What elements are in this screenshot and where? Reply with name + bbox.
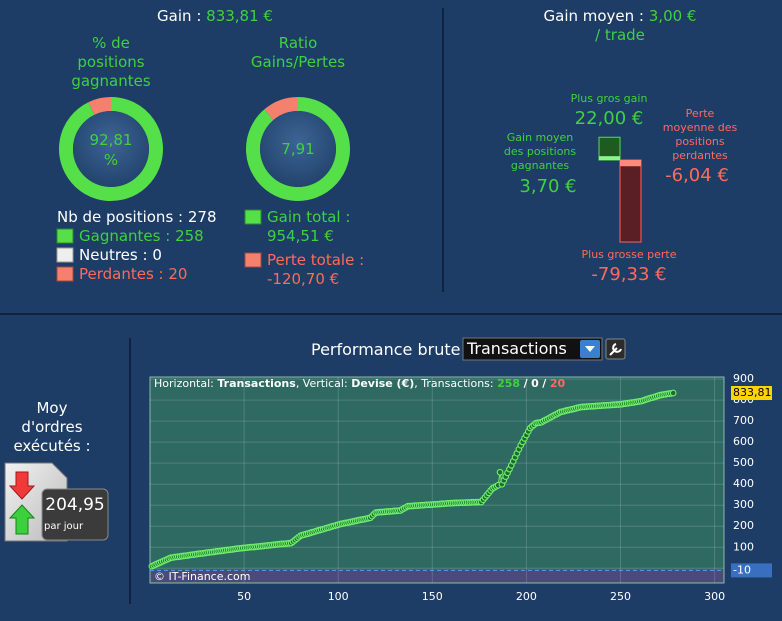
ring-segment [246,97,350,201]
avg-loss-value: -6,04 € [665,165,729,186]
value: 0 [152,246,162,264]
y-tick-label: 100 [733,540,754,553]
label: Nb de positions : [57,208,184,226]
info-sep: / [542,377,547,390]
legend-swatch [56,228,74,244]
avg-loss-label: Perte moyenne des positions perdantes [662,107,738,162]
ring-segment [264,97,299,121]
y-tick-label: 500 [733,456,754,469]
x-tick-label: 150 [422,590,443,603]
ring-center [260,111,336,187]
avg-win-value: 3,70 € [519,176,577,197]
positions: Nb de positions : 278 [57,208,217,227]
marker-label: -10 [733,563,751,576]
orders-box [41,488,109,541]
max-loss-value: -79,33 € [591,264,667,285]
info-neutral: 0 [531,377,539,390]
legend-swatch [56,266,74,282]
y-tick-label: 400 [733,477,754,490]
average-bar [599,156,620,160]
select[interactable] [462,337,603,361]
gain-header: Gain : 833,81 € [157,7,273,26]
down-arrow [8,471,36,500]
legend-swatch [244,209,262,225]
ring-value: 7,91 [281,140,315,158]
orders-label: Moy d'ordres exécutés : [13,399,91,455]
avg-win-label: Gain moyen des positions gagnantes [503,131,577,172]
watermark: © IT-Finance.com [154,570,251,583]
label: Neutres : [79,246,148,264]
point [496,468,504,476]
average-header: Gain moyen : 3,00 € / trade [539,7,701,45]
x-tick-label: 50 [237,590,251,603]
y-tick-label: 700 [733,414,754,427]
average-bar [619,159,642,243]
marker-box [731,386,772,401]
winners: Gagnantes : 258 [79,227,204,246]
x-tick-label: 250 [610,590,631,603]
orders-value: 204,95 [45,495,105,515]
info-text: , Transactions: [414,377,494,390]
neutral: Neutres : 0 [79,246,162,265]
average-bar [620,160,641,167]
value: 20 [168,265,188,283]
label: Gagnantes : [79,227,171,245]
max-gain-value: 22,00 € [574,108,644,129]
point [669,389,677,397]
chart-title: Performance brute [311,340,461,359]
value: 278 [187,208,217,226]
legend-swatch [244,252,262,268]
max-loss-label: Plus grosse perte [581,248,677,261]
x-tick-label: 100 [328,590,349,603]
x-tick-label: 300 [704,590,725,603]
ring-title: % de positions gagnantes [71,34,151,90]
gain-total-value: 954,51 € [267,227,334,245]
loss-total-value: -120,70 € [267,270,340,288]
label: Gain moyen : [543,7,644,25]
gain-total-label: Gain total : [267,208,351,226]
label: Gain : [157,7,202,25]
info-wins: 258 [497,377,521,390]
ring-title: Ratio Gains/Pertes [250,34,346,71]
wrench-icon [609,343,622,356]
ring-center [73,111,149,187]
ring-segment [88,97,112,115]
value: 833,81 € [206,7,273,25]
marker-label: 833,81 [733,386,772,399]
label: Perdantes : [79,265,164,283]
select-value[interactable]: Transactions [467,339,567,358]
losers: Perdantes : 20 [79,265,187,284]
ring-segment [59,97,163,201]
select-arrow [585,346,595,352]
info-text: Transactions [217,377,296,390]
y-tick-label: 300 [733,498,754,511]
info-sep: / [523,377,528,390]
loss-total-label: Perte totale : [267,251,365,269]
x-tick-label: 200 [516,590,537,603]
info-losses: 20 [549,377,566,390]
chart-info: Horizontal: Transactions, Vertical: Devi… [154,377,565,391]
legend-swatch [56,247,74,263]
y-tick-label: 600 [733,435,754,448]
plot-band [151,570,723,582]
info-text: Horizontal: [154,377,214,390]
info-text: , Vertical: [295,377,348,390]
orders-unit: par jour [44,521,84,532]
marker-box [731,563,772,578]
up-arrow [8,504,36,535]
plot-area [149,376,725,584]
value: 258 [175,227,204,245]
y-tick-label: 200 [733,519,754,532]
ring-value: 92,81 % [89,131,133,169]
max-gain-label: Plus gros gain [570,92,648,105]
value: 3,00 € / trade [595,7,697,44]
y-tick-label: 900 [733,372,754,385]
info-text: Devise (€) [351,377,415,390]
